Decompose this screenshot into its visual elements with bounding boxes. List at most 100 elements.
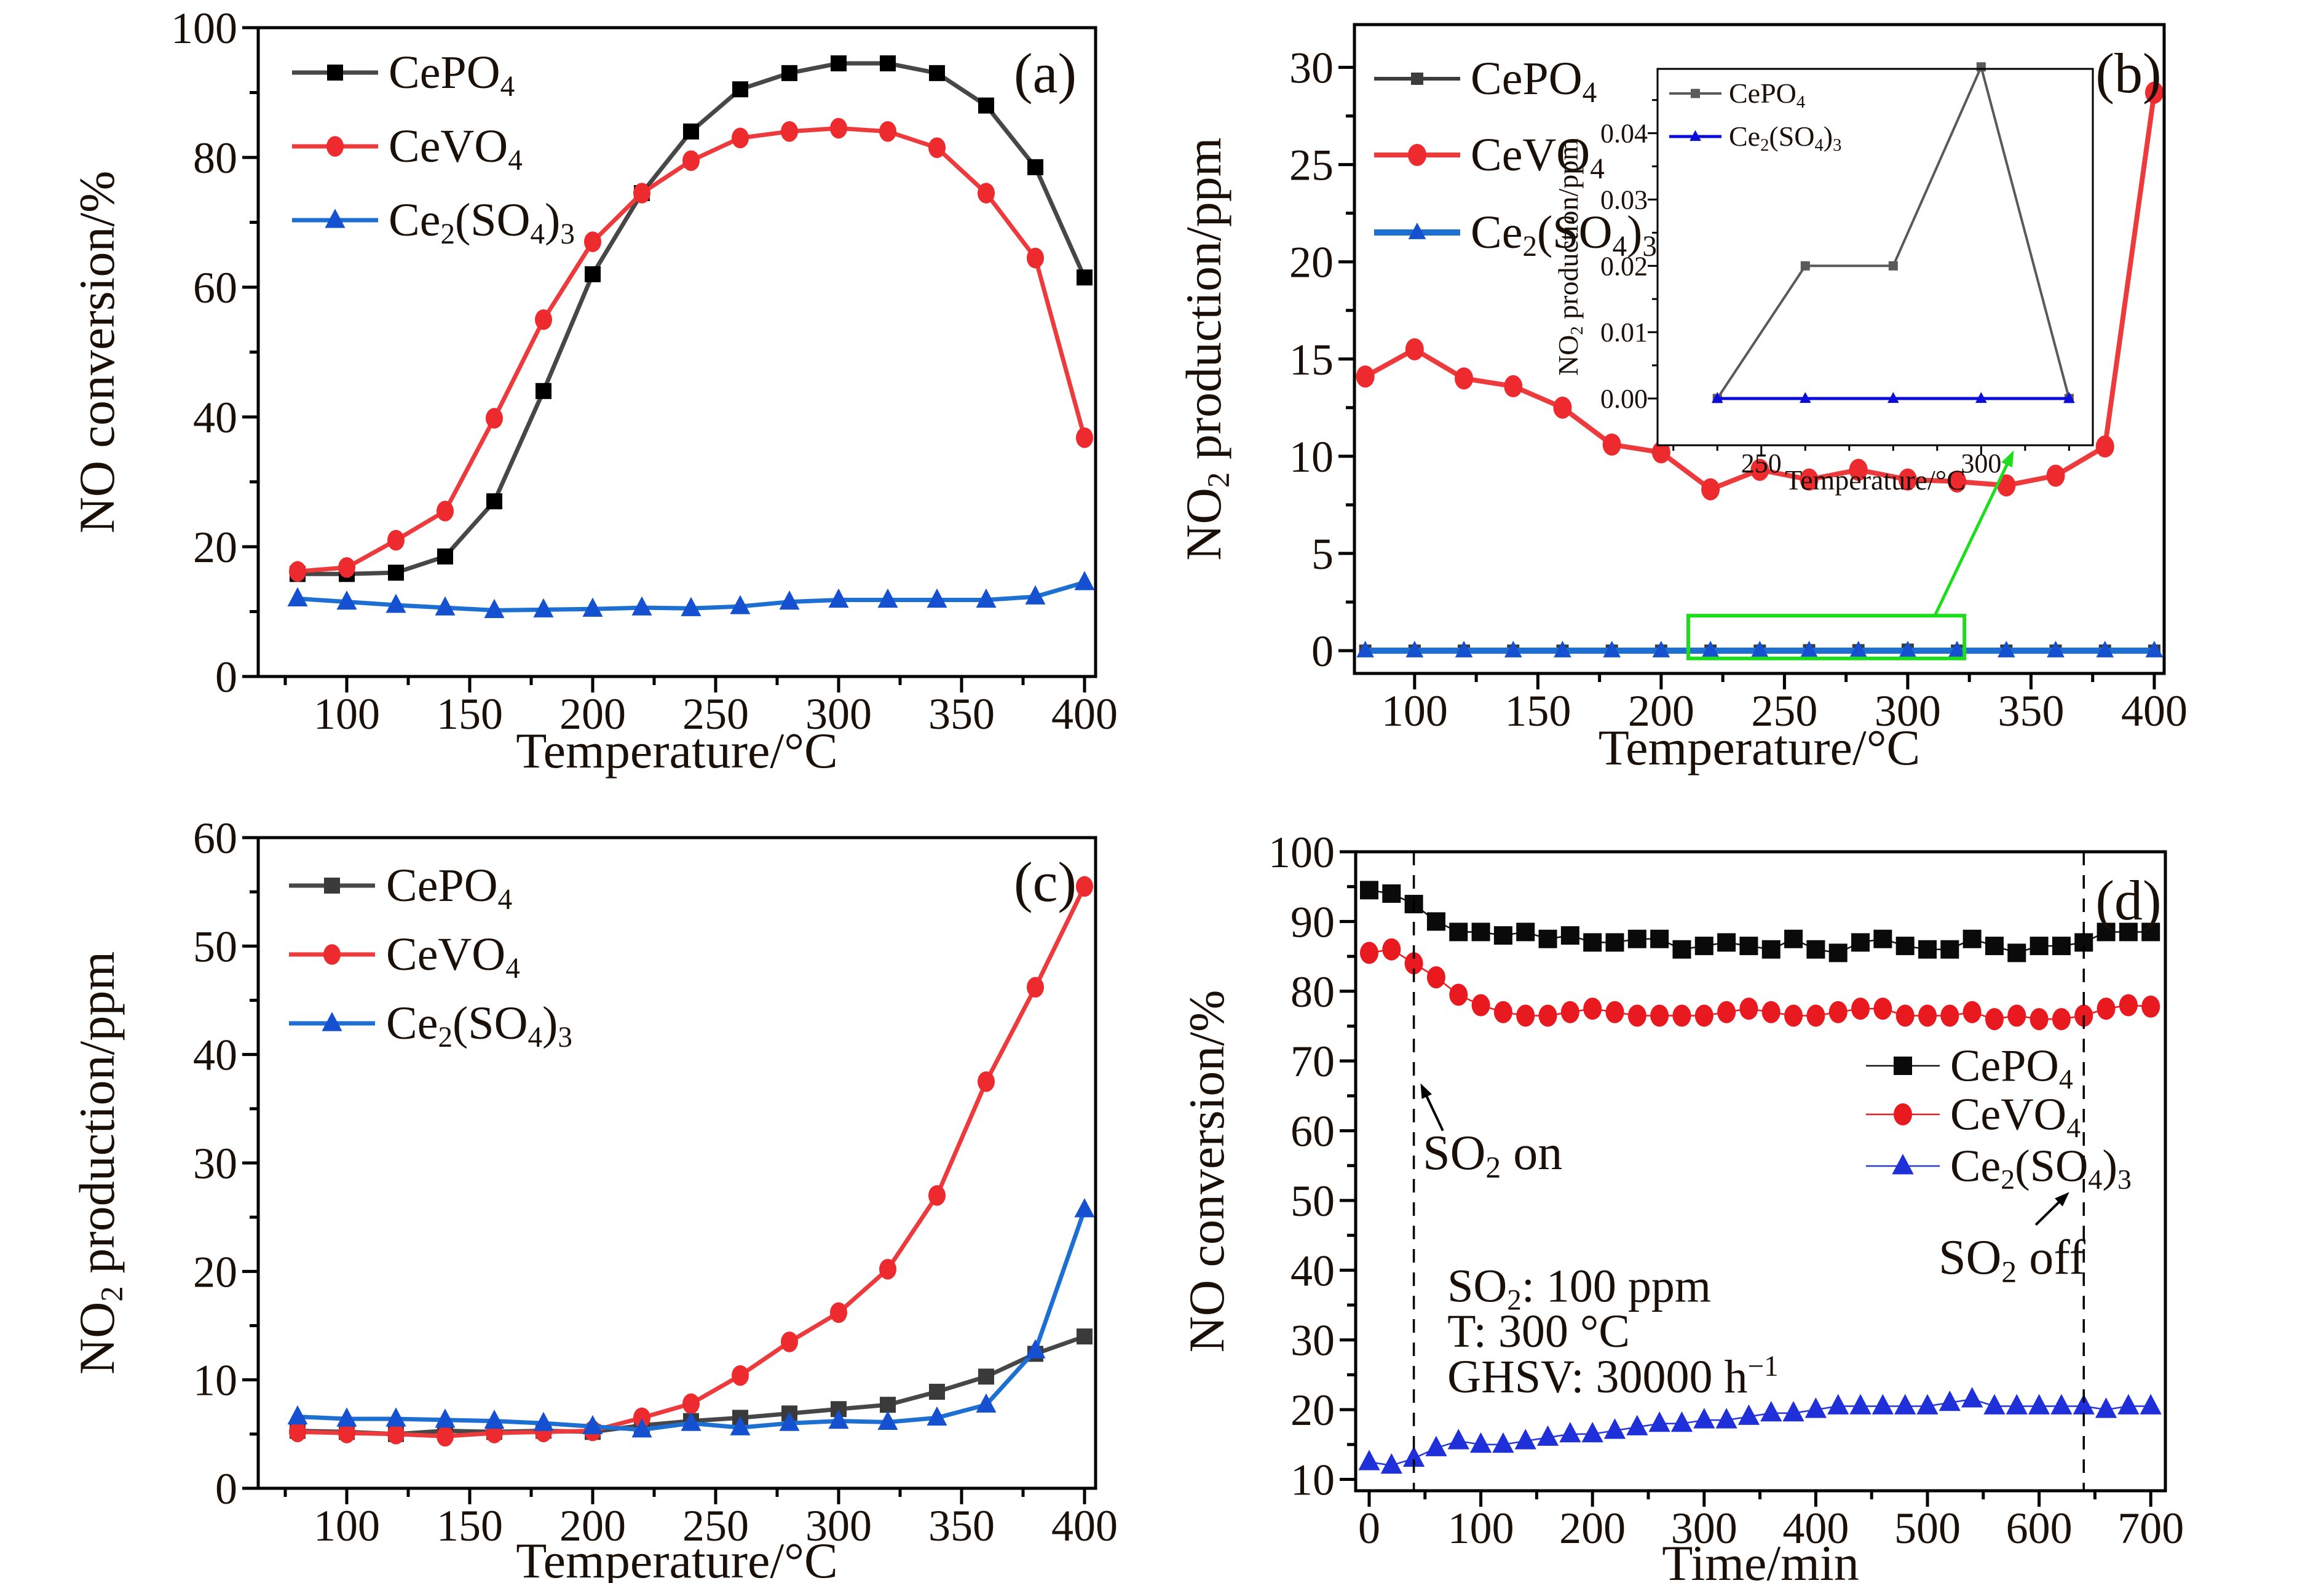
data-point-marker	[1962, 1001, 1982, 1023]
data-point-marker	[2006, 1394, 2028, 1414]
data-point-marker	[1799, 392, 1811, 403]
data-point-marker	[1516, 1004, 1535, 1027]
data-point-marker	[582, 597, 603, 617]
data-point-marker	[831, 55, 847, 72]
data-point-marker	[732, 127, 749, 149]
data-point-marker	[1873, 929, 1892, 948]
data-point-marker	[533, 1411, 554, 1431]
data-point-marker	[1076, 427, 1093, 448]
y-tick-label: 30	[193, 1139, 237, 1188]
panel-d-series-Ce2(SO4)3	[1358, 1387, 2162, 1474]
data-point-marker	[1405, 640, 1424, 657]
data-point-marker	[1077, 269, 1093, 286]
annotation-text: SO2​ off	[1939, 1231, 2085, 1289]
data-point-marker	[289, 1421, 306, 1443]
panel-c-series-Ce2(SO4)3	[287, 1198, 1095, 1438]
data-point-marker	[978, 183, 995, 204]
data-point-marker	[2007, 943, 2026, 962]
y-tick-label: 10	[193, 1356, 237, 1405]
data-point-marker	[1672, 1004, 1691, 1027]
data-point-marker	[2095, 1397, 2117, 1418]
data-point-marker	[1603, 1418, 1626, 1439]
x-tick-label: 350	[928, 689, 995, 739]
panel-d-ticks: 0 100 200 300 400 500 600 700 10 20 30 40 50 60 70 80 90…	[1268, 828, 2184, 1553]
x-tick-label: 200	[1628, 686, 1694, 736]
legend-marker	[1408, 222, 1426, 239]
y-tick-label: 100	[171, 4, 237, 53]
data-point-marker	[1426, 912, 1445, 931]
data-point-marker	[1711, 392, 1723, 403]
data-point-marker	[2141, 922, 2160, 942]
data-point-marker	[1648, 1411, 1670, 1432]
annotation-arrow-shaft	[1933, 459, 2010, 617]
data-point-marker	[1804, 1397, 1827, 1418]
x-tick-label: 300	[805, 689, 872, 739]
data-point-marker	[1784, 1004, 1803, 1027]
annotation-text: GHSV: 30000 h−1​	[1447, 1351, 1779, 1403]
data-point-marker	[978, 97, 994, 114]
data-point-marker	[1962, 929, 1982, 948]
legend-label: CeVO4​	[386, 929, 520, 985]
data-point-marker	[928, 1185, 946, 1206]
y-tick-label: 0.00	[1600, 384, 1648, 414]
annotation-arrow-shaft	[1423, 1092, 1444, 1132]
data-point-marker	[877, 1410, 898, 1430]
data-point-marker	[779, 1411, 800, 1431]
x-axis-title: Temperature/°C	[516, 1533, 837, 1583]
legend-marker	[1690, 130, 1701, 141]
panel-b-inset-ticks: 250 300 0.00 0.01 0.02 0.03 0.04	[1600, 99, 2070, 478]
annotation-text: SO2​ on	[1423, 1126, 1562, 1184]
data-point-marker	[484, 598, 505, 618]
data-point-marker	[976, 588, 997, 608]
x-tick-label: 250	[1741, 448, 1782, 478]
data-point-marker	[978, 1368, 994, 1385]
y-tick-label: 20	[193, 523, 237, 572]
data-point-marker	[486, 493, 502, 510]
data-point-marker	[1382, 884, 1401, 903]
data-point-marker	[1961, 1387, 1983, 1408]
data-point-marker	[1025, 1339, 1046, 1359]
data-point-marker	[1650, 1004, 1669, 1027]
y-tick-label: 50	[193, 922, 237, 971]
data-point-marker	[2140, 1394, 2162, 1414]
annotation-arrow-head	[2001, 450, 2014, 468]
y-tick-label: 100	[1268, 828, 1335, 877]
data-point-marker	[1583, 998, 1602, 1020]
y-tick-label: 30	[1290, 1316, 1335, 1365]
data-point-marker	[536, 383, 551, 399]
data-point-marker	[1536, 1425, 1559, 1446]
panel-letter: (c)	[1014, 851, 1077, 913]
data-point-marker	[1715, 1408, 1737, 1429]
data-point-marker	[1851, 998, 1870, 1020]
panel-c: 100 150 200 250 300 350 400 0 10 20 30 40 50 60 Temper…	[69, 814, 1118, 1583]
data-point-marker	[879, 1259, 896, 1280]
data-point-marker	[2119, 922, 2138, 942]
data-point-marker	[1887, 392, 1899, 403]
data-point-marker	[1538, 929, 1557, 948]
data-point-marker	[1976, 62, 1986, 72]
data-point-marker	[631, 1418, 652, 1438]
data-point-marker	[1469, 1432, 1492, 1453]
y-axis-title: NO conversion/%	[1179, 990, 1235, 1353]
annotation-arrow-shaft	[2034, 1198, 2063, 1226]
legend-label: CePO4​	[389, 47, 515, 103]
data-point-marker	[1626, 1414, 1648, 1435]
legend-label: CePO4​	[386, 860, 512, 916]
data-point-marker	[978, 1071, 995, 1092]
legend-label: Ce2​(SO4​)3​	[386, 998, 572, 1053]
data-point-marker	[1077, 1328, 1093, 1345]
data-point-marker	[2028, 1394, 2050, 1414]
x-axis-title: Time/min	[1662, 1535, 1859, 1583]
data-point-marker	[929, 65, 945, 81]
panel-a: 100 150 200 250 300 350 400 0 20 40 60 80 100 Tempera…	[69, 4, 1118, 779]
data-point-marker	[732, 1365, 749, 1386]
data-point-marker	[1405, 338, 1424, 360]
legend-label: CeVO4​	[389, 121, 523, 177]
data-point-marker	[682, 1393, 700, 1414]
data-point-marker	[631, 596, 652, 616]
data-point-marker	[2097, 922, 2116, 942]
x-tick-label: 600	[2006, 1504, 2073, 1553]
legend-marker	[1894, 1103, 1912, 1125]
data-point-marker	[633, 1407, 650, 1429]
y-tick-label: 0	[215, 653, 237, 702]
